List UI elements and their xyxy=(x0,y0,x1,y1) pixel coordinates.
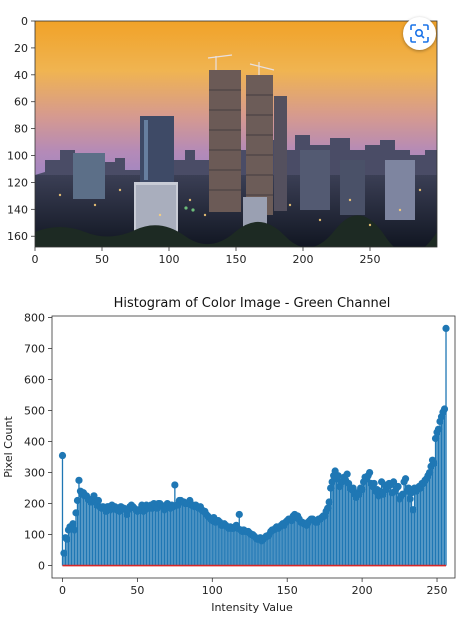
photo-x-tick-label: 200 xyxy=(293,253,314,266)
stem-marker xyxy=(90,492,98,500)
stem-marker xyxy=(325,498,333,506)
photo-x-tick-label: 100 xyxy=(159,253,180,266)
stem-marker xyxy=(58,451,67,460)
chart-axes: 0 50 100 150 200 250 0 100 200 300 400 500 600 700 800 xyxy=(24,312,448,597)
stem-marker xyxy=(327,484,335,492)
x-tick-label: 50 xyxy=(130,584,144,597)
city-skyline-photo xyxy=(35,21,437,247)
x-tick-label: 200 xyxy=(352,584,373,597)
y-tick-label: 500 xyxy=(24,405,45,418)
stem-marker xyxy=(442,324,450,333)
photo-y-tick-label: 60 xyxy=(14,96,28,109)
photo-axes: 0 50 100 150 200 250 0 20 40 60 80 100 120 140 160 xyxy=(7,15,381,266)
x-tick-label: 100 xyxy=(202,584,223,597)
stem-marker xyxy=(334,472,342,480)
photo-y-tick-label: 160 xyxy=(7,230,28,243)
y-tick-label: 600 xyxy=(24,374,45,387)
stem-marker xyxy=(72,509,80,517)
chart-title: Histogram of Color Image - Green Channel xyxy=(114,296,391,311)
x-tick-label: 0 xyxy=(59,584,66,597)
stem-marker xyxy=(63,535,71,543)
y-axis-label: Pixel Count xyxy=(2,416,15,478)
stem-marker xyxy=(366,468,374,477)
stem-marker xyxy=(389,478,398,486)
photo-y-tick-label: 20 xyxy=(14,42,28,55)
stem-series xyxy=(58,324,450,567)
x-axis-label: Intensity Value xyxy=(211,601,293,614)
stem-marker xyxy=(409,506,417,514)
stem-marker xyxy=(406,495,414,503)
stem-marker xyxy=(69,520,77,528)
y-tick-label: 700 xyxy=(24,343,45,356)
stem-marker xyxy=(343,470,351,478)
lens-search-button[interactable] xyxy=(403,17,436,50)
y-tick-label: 400 xyxy=(24,436,45,449)
stem-marker xyxy=(434,425,443,433)
stem-marker xyxy=(430,459,438,467)
stem-marker xyxy=(70,526,79,534)
photo-y-tick-label: 80 xyxy=(14,123,28,136)
photo-y-tick-label: 100 xyxy=(7,150,28,163)
y-tick-label: 100 xyxy=(24,529,45,542)
stem-marker xyxy=(358,486,366,494)
photo-y-tick-label: 40 xyxy=(14,69,28,82)
y-tick-label: 200 xyxy=(24,498,45,511)
stem-marker xyxy=(425,468,434,477)
stem-marker xyxy=(394,482,402,491)
y-tick-label: 800 xyxy=(24,312,45,325)
stem-marker xyxy=(401,475,410,483)
photo-x-tick-label: 150 xyxy=(226,253,247,266)
stem-marker xyxy=(431,434,440,443)
y-tick-label: 300 xyxy=(24,467,45,480)
stem-marker xyxy=(235,510,243,519)
stem-marker xyxy=(349,484,357,492)
stem-marker xyxy=(171,481,179,489)
photo-x-tick-label: 50 xyxy=(95,253,109,266)
photo-y-tick-label: 140 xyxy=(7,203,28,216)
y-tick-label: 0 xyxy=(38,560,45,573)
x-tick-label: 150 xyxy=(277,584,298,597)
stem-marker xyxy=(440,405,449,413)
photo-x-tick-label: 0 xyxy=(32,253,39,266)
photo-y-tick-label: 0 xyxy=(21,15,28,28)
photo-y-tick-label: 120 xyxy=(7,176,28,189)
stem-marker xyxy=(60,549,68,557)
stem-marker xyxy=(94,496,103,505)
stem-marker xyxy=(73,496,82,505)
stem-marker xyxy=(75,476,83,484)
stem-marker xyxy=(324,504,332,512)
stem-marker xyxy=(370,479,378,488)
photo-x-tick-label: 250 xyxy=(360,253,381,266)
lens-search-icon xyxy=(410,24,429,43)
x-tick-label: 250 xyxy=(427,584,448,597)
